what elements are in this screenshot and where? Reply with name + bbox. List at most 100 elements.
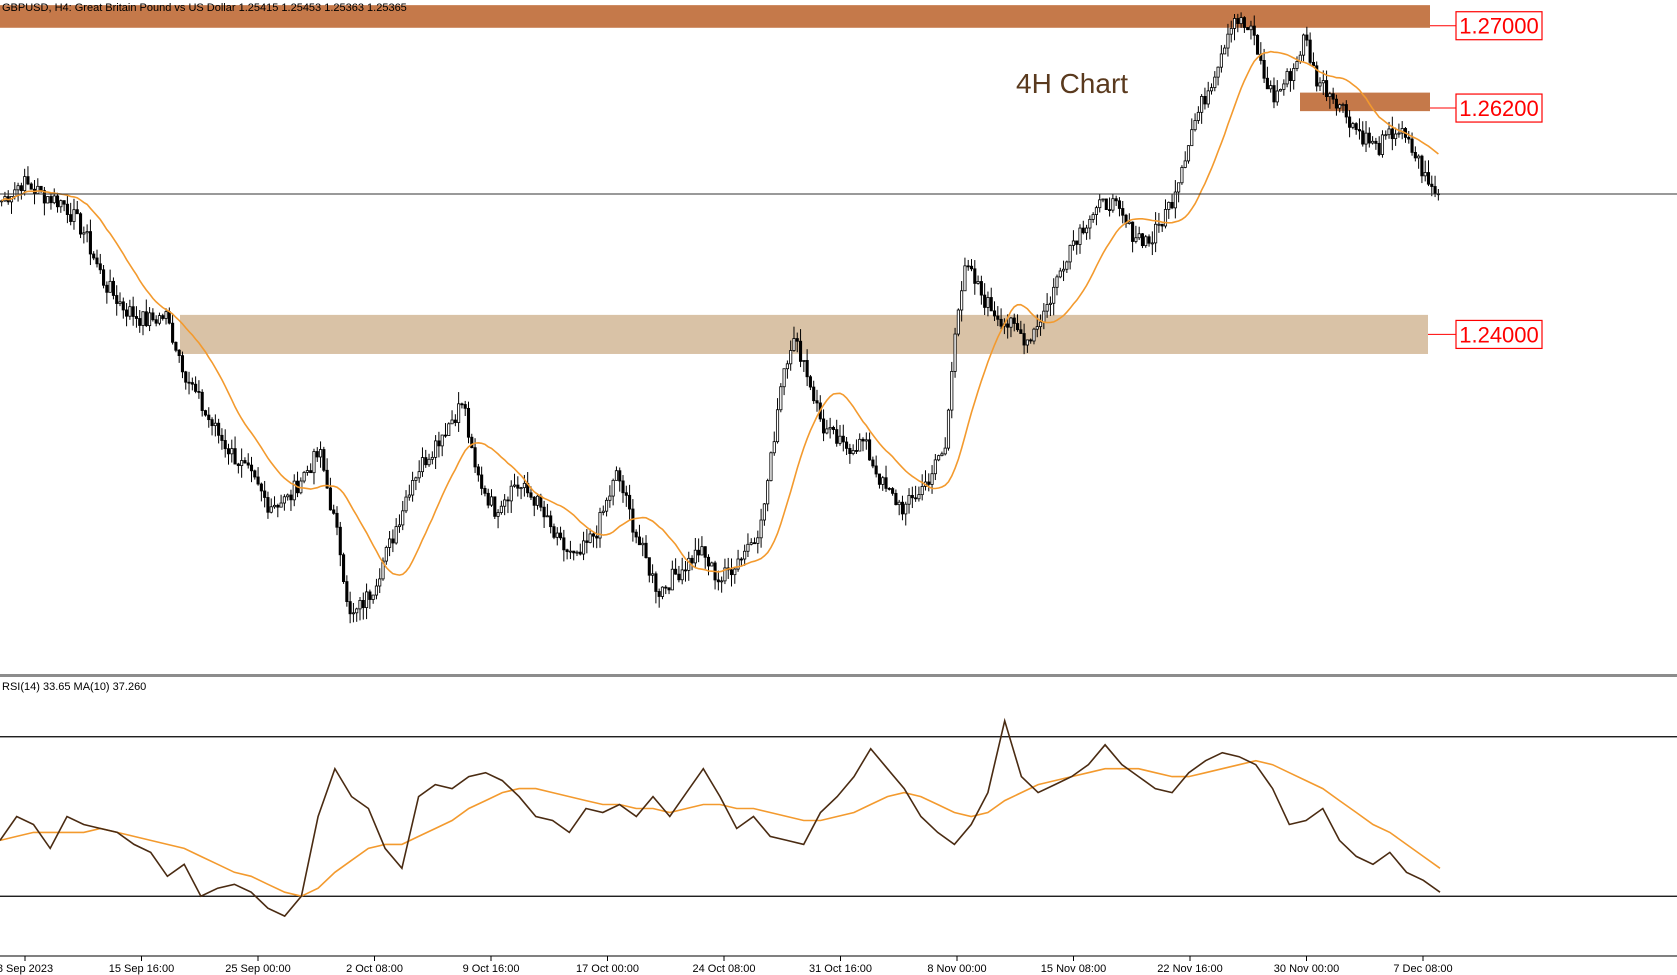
candle — [693, 537, 697, 569]
symbol-info-header: GBPUSD, H4: Great Britain Pound vs US Do… — [2, 2, 407, 14]
candle — [1098, 194, 1102, 213]
candle-body — [394, 526, 398, 544]
time-axis-ticks: 8 Sep 2023 15 Sep 16:00 25 Sep 00:00 2 Oct … — [0, 956, 1453, 975]
candle-body — [657, 591, 661, 597]
candle — [1269, 80, 1273, 93]
candle-body — [1246, 27, 1250, 31]
candle-body — [1351, 123, 1355, 128]
candle — [1377, 136, 1381, 157]
candle — [654, 571, 658, 604]
candle — [62, 200, 66, 212]
candle-body — [1417, 155, 1421, 159]
candle — [917, 486, 921, 502]
candle-body — [1163, 209, 1168, 227]
candle-body — [542, 506, 546, 518]
candle — [249, 456, 254, 483]
candle — [1108, 197, 1112, 217]
candle-body — [845, 441, 849, 449]
candle — [940, 451, 944, 457]
candle-body — [568, 550, 572, 553]
candle-body — [605, 499, 609, 512]
candle-body — [1108, 209, 1112, 211]
candle-body — [1334, 98, 1338, 109]
candle — [1009, 316, 1013, 338]
candle-body — [677, 573, 681, 581]
candle-body — [884, 477, 888, 489]
candle — [1262, 48, 1266, 83]
candle-body — [240, 460, 244, 466]
candle-body — [654, 573, 658, 592]
candle — [516, 476, 520, 497]
candle-body — [539, 495, 543, 508]
candle-body — [1315, 65, 1319, 87]
candle — [266, 491, 270, 519]
candle — [207, 407, 211, 428]
candle — [1436, 189, 1440, 201]
candle-body — [62, 200, 66, 205]
candle-body — [598, 512, 602, 539]
candle-body — [269, 506, 273, 513]
candle — [434, 435, 438, 470]
candle — [292, 474, 296, 507]
candle-body — [1348, 116, 1352, 128]
candle — [351, 602, 355, 623]
candle — [453, 414, 457, 427]
candle-body — [792, 338, 796, 351]
candle-body — [927, 481, 931, 485]
candle-body — [1426, 172, 1431, 185]
candle-body — [562, 537, 566, 551]
candle-body — [29, 183, 33, 190]
candle — [555, 527, 559, 546]
candle-body — [243, 460, 247, 464]
candle — [325, 458, 329, 490]
candle-body — [680, 569, 684, 581]
candle-body — [1394, 133, 1398, 140]
candle — [1216, 66, 1220, 86]
candle-body — [519, 487, 523, 490]
candle — [1186, 145, 1191, 164]
candle-body — [950, 370, 954, 411]
candle — [1022, 323, 1026, 355]
candle — [125, 303, 129, 327]
candle-body — [1226, 33, 1230, 49]
candle-body — [1242, 17, 1246, 28]
candle-body — [1029, 339, 1033, 342]
candle — [1423, 160, 1427, 182]
candle-body — [1292, 68, 1296, 81]
candle-body — [1367, 132, 1371, 144]
candle — [437, 431, 441, 458]
candle-body — [371, 594, 375, 600]
candle — [1249, 20, 1253, 40]
candle — [131, 296, 135, 326]
candle-body — [759, 519, 763, 539]
candle — [3, 191, 7, 202]
candle-body — [125, 309, 129, 317]
candle-body — [956, 309, 960, 335]
candle-body — [493, 496, 497, 517]
candle — [102, 264, 106, 289]
panel-separator[interactable] — [0, 674, 1677, 677]
candle — [1308, 32, 1312, 66]
candle — [59, 199, 63, 213]
candle-body — [480, 474, 484, 489]
candle-body — [779, 386, 783, 411]
candle — [1242, 16, 1246, 33]
candle — [601, 505, 605, 516]
candle — [253, 469, 257, 480]
candle — [973, 260, 977, 295]
candle — [1344, 100, 1348, 124]
candle-body — [828, 427, 832, 430]
candle-body — [1384, 134, 1388, 137]
candle-body — [549, 515, 553, 528]
candle — [141, 311, 145, 336]
candle — [322, 446, 326, 473]
candle — [1318, 77, 1322, 91]
candle-body — [266, 497, 270, 513]
candle-body — [910, 494, 914, 499]
candle — [621, 475, 625, 503]
candle-body — [973, 268, 977, 284]
candle-body — [430, 456, 434, 460]
zone-label-box-1-26200 — [1455, 93, 1543, 123]
candle-body — [210, 419, 214, 427]
candle — [920, 474, 924, 501]
